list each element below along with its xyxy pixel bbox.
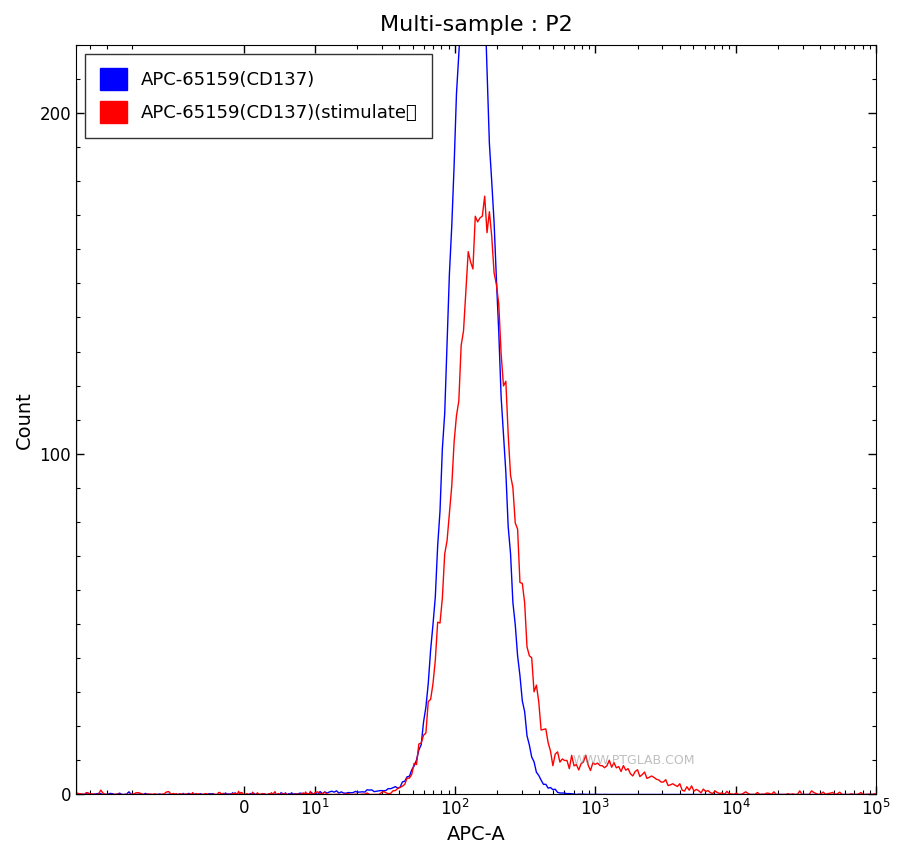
APC-65159(CD137)(stimulate） — [613, 761, 624, 771]
APC-65159(CD137)(stimulate） — [618, 760, 629, 771]
APC-65159(CD137) — [524, 740, 535, 750]
APC-65159(CD137) — [72, 789, 82, 800]
APC-65159(CD137) — [177, 789, 188, 800]
APC-65159(CD137) — [615, 789, 626, 800]
APC-65159(CD137)(stimulate） — [275, 789, 285, 800]
APC-65159(CD137)(stimulate） — [870, 789, 881, 799]
APC-65159(CD137)(stimulate） — [479, 191, 490, 201]
APC-65159(CD137)(stimulate） — [72, 788, 82, 798]
Line: APC-65159(CD137)(stimulate）: APC-65159(CD137)(stimulate） — [77, 196, 875, 795]
APC-65159(CD137)(stimulate） — [178, 789, 188, 799]
Text: WWW.PTGLAB.COM: WWW.PTGLAB.COM — [572, 754, 695, 767]
APC-65159(CD137)(stimulate） — [526, 653, 537, 663]
APC-65159(CD137) — [611, 789, 622, 800]
APC-65159(CD137)(stimulate） — [307, 789, 318, 799]
APC-65159(CD137) — [870, 789, 881, 800]
Line: APC-65159(CD137): APC-65159(CD137) — [77, 0, 875, 795]
APC-65159(CD137) — [273, 789, 284, 800]
APC-65159(CD137) — [306, 788, 317, 798]
Title: Multi-sample : P2: Multi-sample : P2 — [380, 15, 573, 35]
X-axis label: APC-A: APC-A — [447, 825, 506, 844]
Y-axis label: Count: Count — [15, 391, 34, 448]
APC-65159(CD137)(stimulate） — [79, 789, 90, 800]
Legend: APC-65159(CD137), APC-65159(CD137)(stimulate）: APC-65159(CD137), APC-65159(CD137)(stimu… — [85, 54, 432, 137]
